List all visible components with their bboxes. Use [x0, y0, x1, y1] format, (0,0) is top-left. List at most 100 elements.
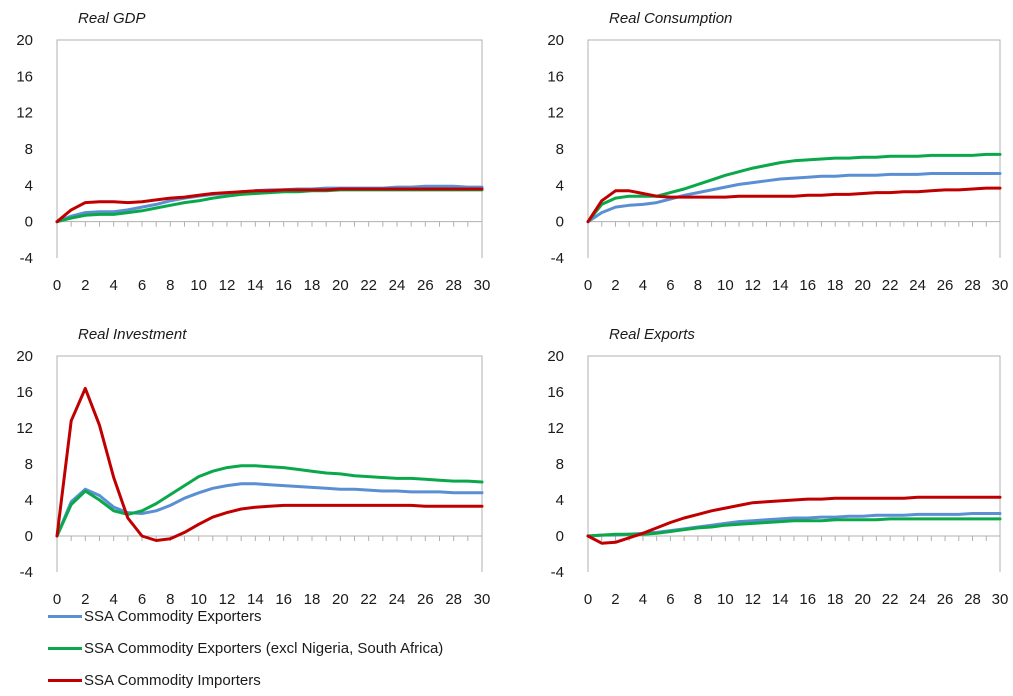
series-line: [586, 517, 1002, 538]
x-tick-label: 24: [909, 277, 926, 294]
x-tick-label: 30: [474, 591, 491, 608]
x-tick-label: 12: [744, 591, 761, 608]
x-tick-label: 16: [799, 277, 816, 294]
x-tick-label: 0: [584, 591, 592, 608]
series-line: [586, 172, 1002, 224]
series-line: [586, 152, 1002, 224]
plot-frame: [587, 39, 1001, 258]
legend-swatch: [48, 678, 82, 682]
x-tick-label: 24: [909, 591, 926, 608]
legend-item-exporters-excl: SSA Commodity Exporters (excl Nigeria, S…: [48, 632, 443, 664]
y-tick-label: 16: [16, 68, 33, 85]
panel-title: Real GDP: [78, 10, 146, 27]
x-tick-label: 26: [417, 591, 434, 608]
y-tick-label: 12: [547, 420, 564, 437]
legend-item-exporters: SSA Commodity Exporters: [48, 600, 443, 632]
x-tick-label: 10: [717, 591, 734, 608]
series-line: [586, 495, 1002, 545]
x-tick-label: 12: [744, 277, 761, 294]
x-tick-label: 16: [275, 591, 292, 608]
x-tick-label: 26: [937, 277, 954, 294]
y-tick-label: 20: [16, 348, 33, 365]
x-tick-label: 24: [389, 591, 406, 608]
x-tick-label: 12: [219, 591, 236, 608]
x-tick-label: 12: [219, 277, 236, 294]
y-tick-label: -4: [20, 250, 33, 267]
y-tick-label: 16: [547, 384, 564, 401]
x-tick-label: 0: [584, 277, 592, 294]
x-tick-label: 0: [53, 277, 61, 294]
x-tick-label: 6: [138, 277, 146, 294]
plot-frame: [56, 39, 483, 258]
x-tick-label: 26: [937, 591, 954, 608]
x-tick-label: 8: [166, 591, 174, 608]
x-tick-label: 18: [304, 277, 321, 294]
series-line: [55, 188, 484, 224]
y-tick-label: -4: [20, 564, 33, 581]
x-tick-label: 10: [190, 277, 207, 294]
x-tick-label: 16: [275, 277, 292, 294]
y-tick-label: 20: [547, 348, 564, 365]
x-tick-label: 20: [854, 277, 871, 294]
legend-label: SSA Commodity Exporters (excl Nigeria, S…: [84, 639, 444, 657]
y-tick-label: 0: [556, 528, 564, 545]
panel-title: Real Consumption: [609, 10, 732, 27]
x-tick-label: 6: [666, 277, 674, 294]
x-tick-label: 28: [964, 591, 981, 608]
x-tick-label: 14: [247, 591, 264, 608]
x-tick-label: 4: [109, 591, 117, 608]
series-line: [55, 187, 484, 224]
y-tick-label: 4: [556, 177, 564, 194]
legend-swatch: [48, 614, 82, 618]
x-tick-label: 18: [827, 277, 844, 294]
x-tick-label: 22: [882, 277, 899, 294]
y-tick-label: 12: [547, 105, 564, 122]
y-tick-label: 4: [25, 177, 33, 194]
y-tick-label: 12: [16, 105, 33, 122]
x-tick-label: 2: [81, 591, 89, 608]
x-tick-label: 2: [611, 591, 619, 608]
legend-swatch: [48, 646, 82, 650]
y-tick-label: 12: [16, 420, 33, 437]
x-tick-label: 20: [854, 591, 871, 608]
panel-title: Real Investment: [78, 326, 187, 343]
x-tick-label: 28: [964, 277, 981, 294]
x-tick-label: 22: [360, 591, 377, 608]
legend-label: SSA Commodity Exporters: [84, 607, 262, 625]
x-tick-label: 20: [332, 591, 349, 608]
legend: SSA Commodity Exporters SSA Commodity Ex…: [48, 600, 443, 696]
panel-title: Real Exports: [609, 326, 695, 343]
x-tick-label: 14: [772, 591, 789, 608]
plot-frame: [56, 355, 483, 572]
series-line: [55, 482, 484, 538]
x-tick-label: 6: [138, 591, 146, 608]
y-tick-label: 20: [16, 32, 33, 49]
x-tick-label: 24: [389, 277, 406, 294]
x-tick-label: 18: [304, 591, 321, 608]
x-tick-label: 22: [360, 277, 377, 294]
x-tick-label: 28: [445, 591, 462, 608]
y-tick-label: 8: [556, 456, 564, 473]
x-tick-label: 22: [882, 591, 899, 608]
x-tick-label: 4: [109, 277, 117, 294]
y-tick-label: 8: [556, 141, 564, 158]
y-tick-label: 16: [16, 384, 33, 401]
y-tick-label: 4: [25, 492, 33, 509]
x-tick-label: 10: [190, 591, 207, 608]
y-tick-label: 8: [25, 141, 33, 158]
x-tick-label: 30: [992, 591, 1009, 608]
x-tick-label: 20: [332, 277, 349, 294]
y-tick-label: -4: [551, 250, 564, 267]
x-tick-label: 14: [247, 277, 264, 294]
x-tick-label: 6: [666, 591, 674, 608]
plot-frame: [587, 355, 1001, 572]
x-tick-label: 4: [639, 591, 647, 608]
x-tick-label: 26: [417, 277, 434, 294]
x-tick-label: 18: [827, 591, 844, 608]
series-line: [55, 386, 484, 542]
y-tick-label: 16: [547, 68, 564, 85]
x-tick-label: 2: [611, 277, 619, 294]
